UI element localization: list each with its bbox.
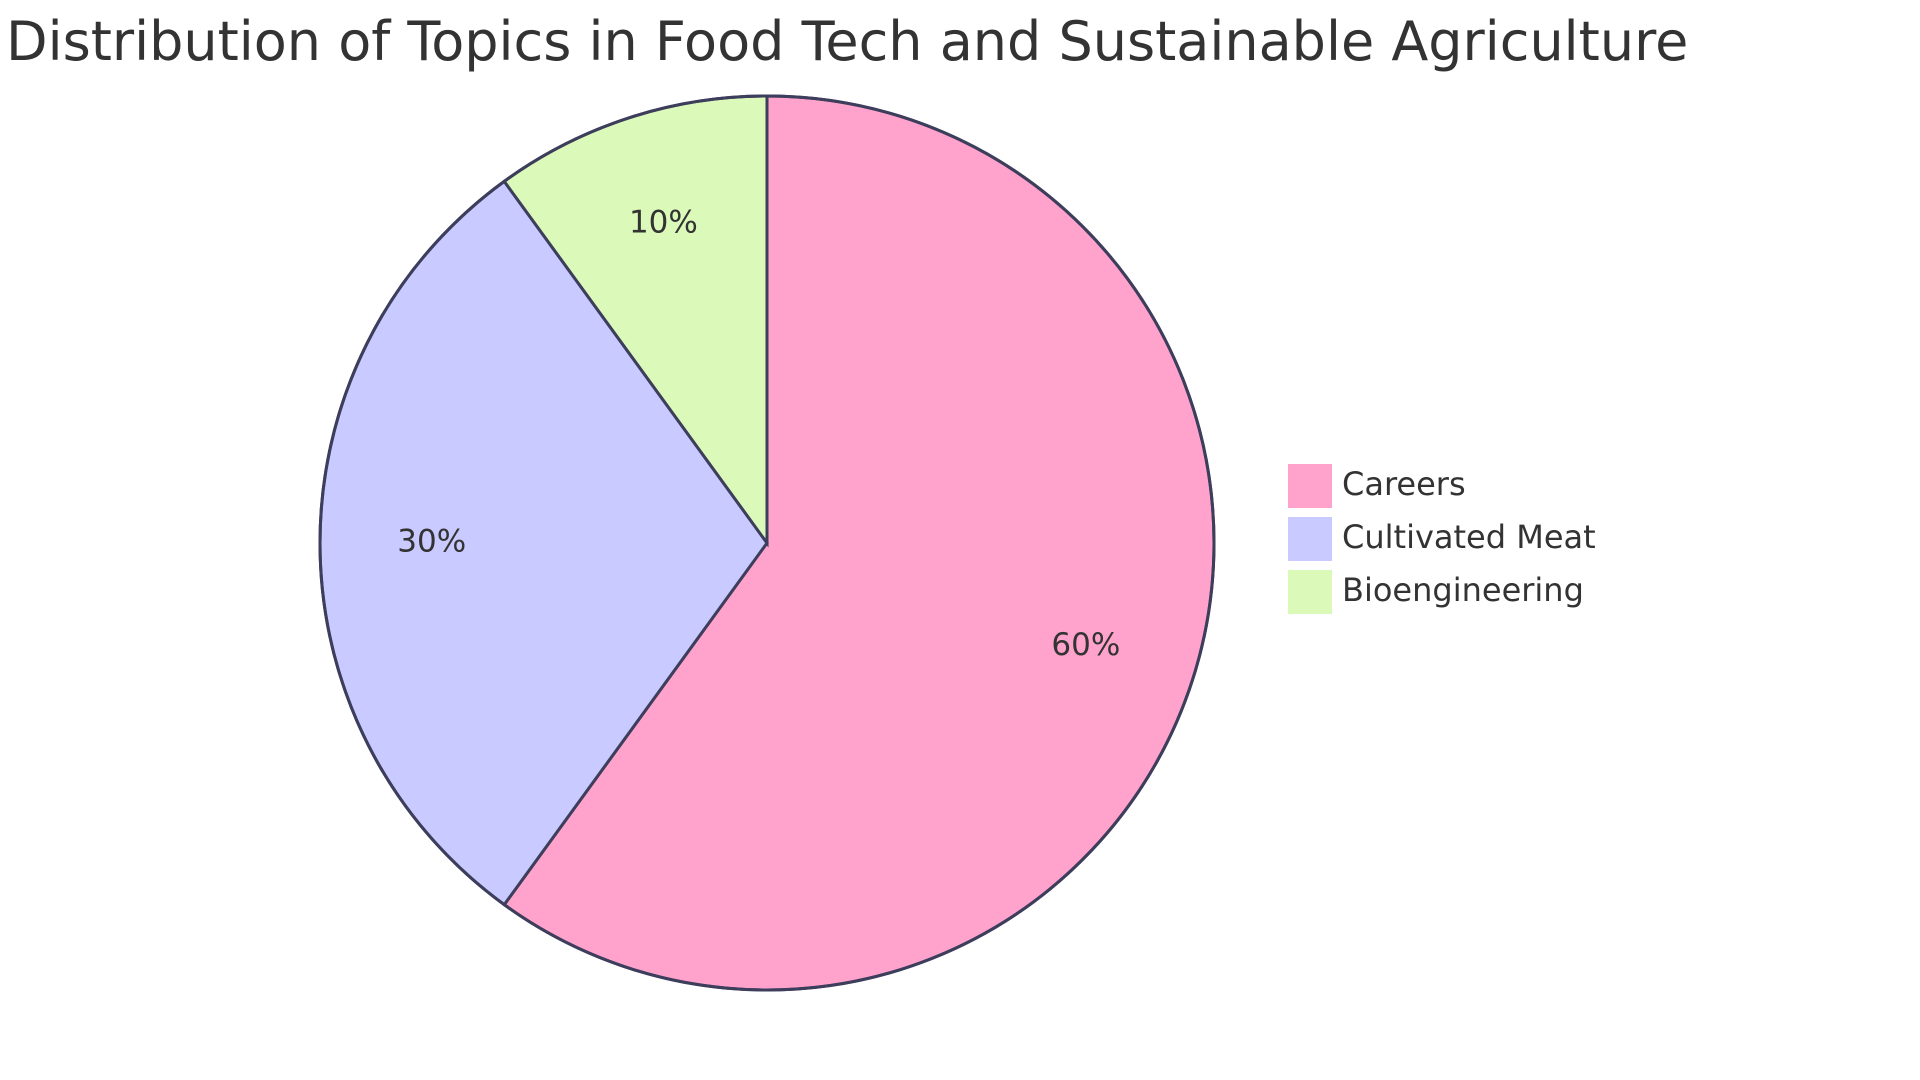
chart-title: Distribution of Topics in Food Tech and … bbox=[6, 10, 1688, 73]
legend-label: Careers bbox=[1342, 465, 1466, 503]
legend-swatch bbox=[1288, 517, 1332, 561]
slice-label-careers: 60% bbox=[1051, 627, 1120, 663]
legend-swatch bbox=[1288, 570, 1332, 614]
slice-label-cultivated-meat: 30% bbox=[397, 524, 466, 560]
legend-swatch bbox=[1288, 464, 1332, 508]
slice-label-bioengineering: 10% bbox=[629, 205, 698, 241]
legend: Careers Cultivated Meat Bioengineering bbox=[1288, 464, 1596, 614]
pie-slices bbox=[318, 94, 1216, 992]
legend-label: Cultivated Meat bbox=[1342, 518, 1596, 556]
pie-outline bbox=[318, 94, 1216, 992]
legend-item-cultivated-meat: Cultivated Meat bbox=[1288, 517, 1596, 561]
legend-item-bioengineering: Bioengineering bbox=[1288, 570, 1584, 614]
legend-label: Bioengineering bbox=[1342, 571, 1584, 609]
legend-item-careers: Careers bbox=[1288, 464, 1466, 508]
slice-labels: 60% 30% 10% bbox=[397, 205, 1120, 663]
